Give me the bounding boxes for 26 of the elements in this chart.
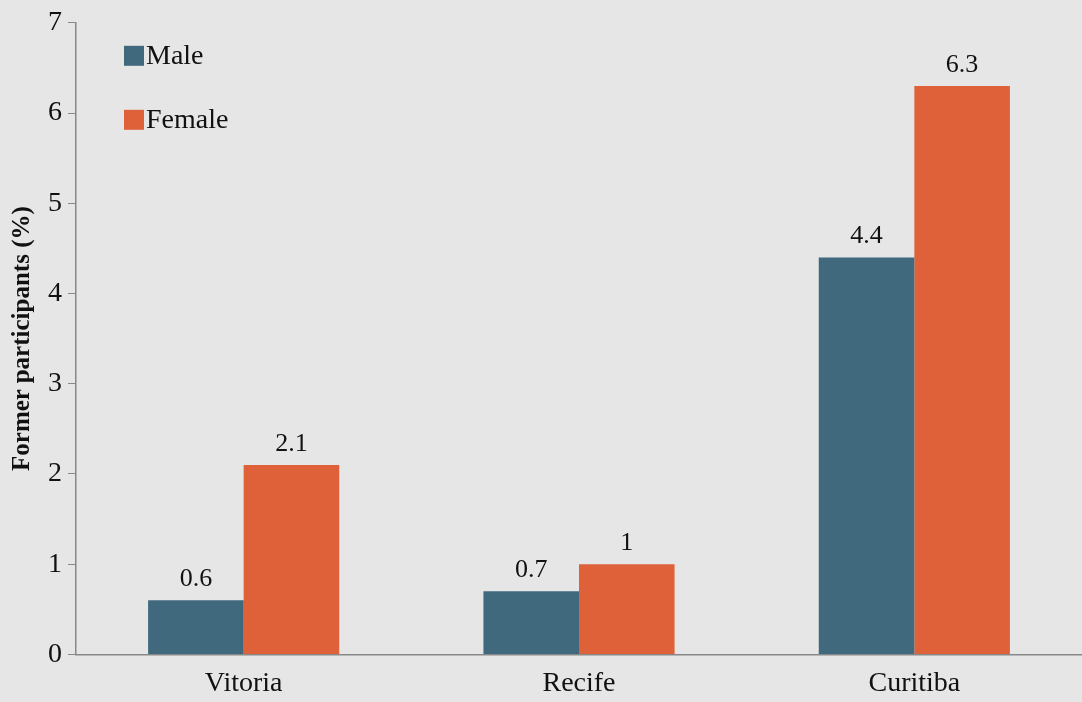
x-tick-label: Curitiba bbox=[868, 665, 961, 697]
bar bbox=[243, 464, 340, 654]
data-label: 2.1 bbox=[275, 427, 308, 457]
bar bbox=[818, 257, 915, 654]
bar bbox=[483, 591, 579, 654]
data-label: 4.4 bbox=[850, 220, 883, 250]
y-tick-label: 4 bbox=[48, 275, 62, 307]
y-tick-label: 2 bbox=[48, 456, 62, 488]
data-label: 6.3 bbox=[945, 48, 979, 78]
y-tick-label: 1 bbox=[48, 546, 62, 578]
y-tick-label: 6 bbox=[48, 95, 62, 127]
y-tick-label: 7 bbox=[48, 5, 62, 37]
bar bbox=[914, 85, 1010, 654]
data-label: 0.6 bbox=[179, 563, 213, 593]
y-axis-title: Former participants (%) bbox=[7, 206, 36, 471]
x-tick-label: Vitoria bbox=[204, 665, 284, 697]
y-tick-label: 3 bbox=[48, 366, 62, 398]
legend-label: Female bbox=[146, 103, 229, 135]
legend-label: Male bbox=[146, 39, 204, 71]
x-tick-label: Recife bbox=[542, 665, 616, 697]
data-label: 1 bbox=[620, 527, 634, 556]
bar bbox=[148, 600, 244, 654]
y-tick-label: 0 bbox=[48, 636, 62, 668]
bar bbox=[579, 564, 675, 654]
data-label: 0.7 bbox=[514, 554, 548, 584]
y-tick-label: 5 bbox=[48, 185, 62, 217]
